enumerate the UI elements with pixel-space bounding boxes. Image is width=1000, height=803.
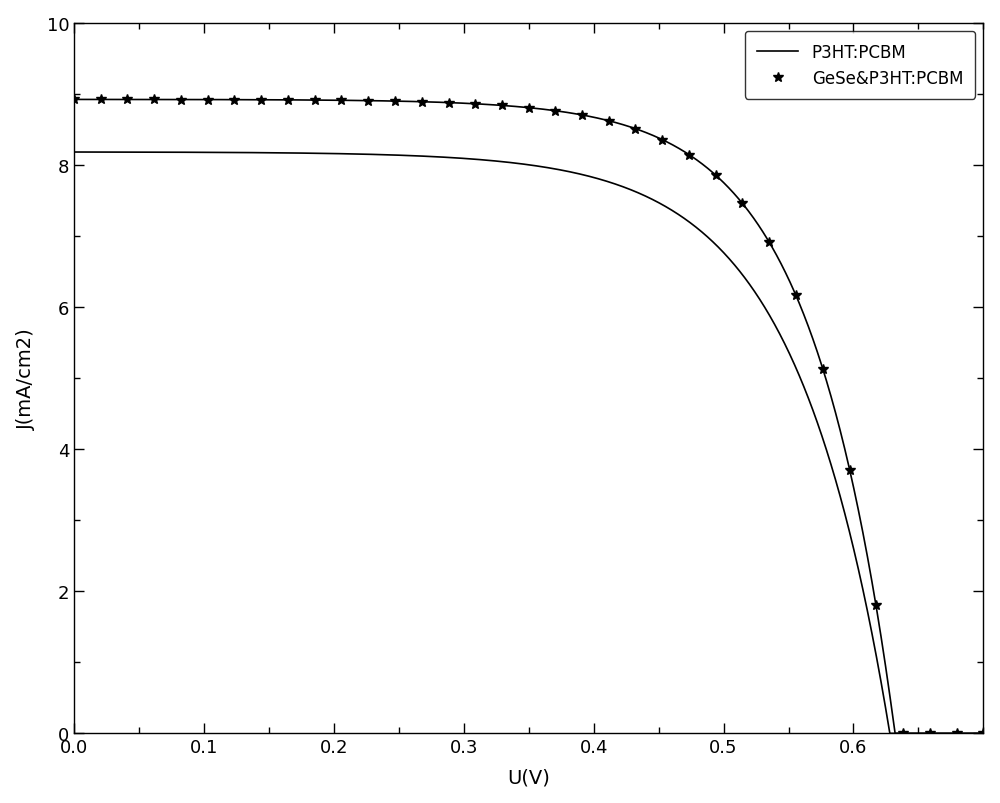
GeSe&P3HT:PCBM (443, 99, 455, 108)
GeSe&P3HT:PCBM (629, 124, 641, 134)
P3HT:PCBM (784, 351, 796, 361)
GeSe&P3HT:PCBM (710, 171, 722, 181)
GeSe&P3HT:PCBM (469, 100, 481, 109)
GeSe&P3HT:PCBM (576, 111, 588, 120)
GeSe&P3HT:PCBM (68, 96, 80, 105)
GeSe&P3HT:PCBM (549, 107, 561, 116)
GeSe&P3HT:PCBM (656, 136, 668, 145)
GeSe&P3HT:PCBM (335, 96, 347, 106)
GeSe&P3HT:PCBM (228, 96, 240, 105)
GeSe&P3HT:PCBM (763, 238, 775, 247)
GeSe&P3HT:PCBM (897, 728, 909, 738)
Line: GeSe&P3HT:PCBM: GeSe&P3HT:PCBM (69, 96, 988, 738)
P3HT:PCBM (884, 728, 896, 738)
GeSe&P3HT:PCBM (202, 96, 214, 105)
GeSe&P3HT:PCBM (496, 101, 508, 111)
GeSe&P3HT:PCBM (309, 96, 321, 106)
GeSe&P3HT:PCBM (416, 98, 428, 108)
P3HT:PCBM (510, 159, 522, 169)
GeSe&P3HT:PCBM (148, 96, 160, 105)
Legend: P3HT:PCBM, GeSe&P3HT:PCBM: P3HT:PCBM, GeSe&P3HT:PCBM (745, 32, 975, 100)
GeSe&P3HT:PCBM (951, 728, 963, 738)
GeSe&P3HT:PCBM (736, 199, 748, 209)
GeSe&P3HT:PCBM (603, 116, 615, 126)
P3HT:PCBM (486, 157, 498, 166)
GeSe&P3HT:PCBM (844, 465, 856, 475)
GeSe&P3HT:PCBM (924, 728, 936, 738)
P3HT:PCBM (951, 728, 963, 738)
P3HT:PCBM (977, 728, 989, 738)
X-axis label: U(V): U(V) (507, 768, 550, 786)
GeSe&P3HT:PCBM (790, 291, 802, 301)
GeSe&P3HT:PCBM (255, 96, 267, 105)
GeSe&P3HT:PCBM (282, 96, 294, 105)
GeSe&P3HT:PCBM (95, 96, 107, 105)
GeSe&P3HT:PCBM (683, 151, 695, 161)
GeSe&P3HT:PCBM (977, 728, 989, 738)
Y-axis label: J(mA/cm2): J(mA/cm2) (17, 328, 36, 430)
P3HT:PCBM (68, 148, 80, 157)
GeSe&P3HT:PCBM (817, 365, 829, 374)
P3HT:PCBM (115, 148, 127, 157)
GeSe&P3HT:PCBM (121, 96, 133, 105)
GeSe&P3HT:PCBM (523, 104, 535, 113)
Line: P3HT:PCBM: P3HT:PCBM (74, 153, 983, 733)
GeSe&P3HT:PCBM (362, 96, 374, 106)
P3HT:PCBM (951, 728, 963, 738)
GeSe&P3HT:PCBM (389, 97, 401, 107)
GeSe&P3HT:PCBM (175, 96, 187, 105)
GeSe&P3HT:PCBM (870, 601, 882, 610)
